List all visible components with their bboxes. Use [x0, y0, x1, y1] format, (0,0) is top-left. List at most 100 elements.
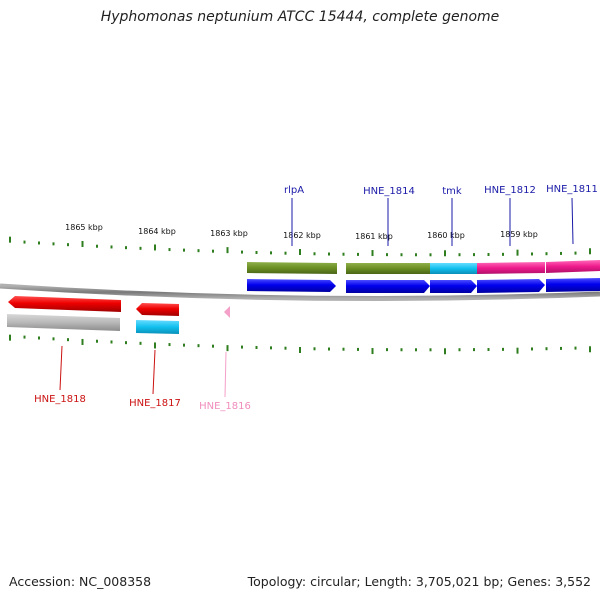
gene-HNE_1812[interactable]: [477, 279, 545, 293]
gene-label-HNE_1812[interactable]: HNE_1812: [484, 185, 536, 196]
major-tick: [299, 347, 301, 353]
minor-tick: [487, 253, 490, 257]
gene-label-HNE_1814[interactable]: HNE_1814: [363, 186, 415, 197]
kbp-label: 1863 kbp: [210, 229, 248, 238]
minor-tick: [23, 240, 26, 244]
minor-tick: [125, 246, 127, 250]
minor-tick: [255, 345, 258, 349]
minor-tick: [545, 252, 548, 256]
cyan-feature[interactable]: [136, 320, 179, 334]
lower-scale-ticks: [9, 334, 591, 355]
minor-tick: [531, 347, 533, 351]
label-leader-line: [571, 197, 574, 245]
minor-tick: [67, 243, 69, 247]
minor-tick: [183, 343, 185, 347]
olive-feature[interactable]: [346, 263, 430, 274]
label-leader-line: [224, 351, 227, 398]
minor-tick: [139, 246, 142, 250]
topology-text: Topology: circular; Length: 3,705,021 bp…: [247, 574, 591, 589]
minor-tick: [386, 253, 388, 257]
minor-tick: [139, 341, 142, 345]
minor-tick: [212, 249, 214, 253]
gene-tmk[interactable]: [430, 280, 477, 293]
minor-tick: [96, 244, 98, 248]
minor-tick: [429, 253, 432, 257]
major-tick: [81, 338, 84, 345]
minor-tick: [342, 252, 345, 256]
minor-tick: [473, 253, 475, 257]
gene-rlpA[interactable]: [247, 279, 336, 292]
kbp-label: 1862 kbp: [283, 231, 321, 240]
gene-label-HNE_1818[interactable]: HNE_1818: [34, 394, 86, 405]
minor-tick: [357, 347, 359, 351]
minor-tick: [183, 248, 185, 252]
gene-label-tmk[interactable]: tmk: [442, 186, 462, 197]
major-tick: [226, 247, 229, 254]
major-tick: [299, 249, 301, 255]
minor-tick: [52, 242, 55, 246]
minor-tick: [313, 347, 316, 351]
major-tick: [371, 348, 374, 355]
map-title: Hyphomonas neptunium ATCC 15444, complet…: [100, 9, 500, 25]
minor-tick: [270, 251, 272, 255]
minor-tick: [502, 252, 504, 256]
forward-gene-track: [247, 278, 600, 293]
minor-tick: [110, 245, 113, 249]
gene-HNE_1814[interactable]: [346, 280, 430, 293]
minor-tick: [458, 348, 461, 352]
upper-feature-track: [247, 260, 600, 274]
minor-tick: [212, 344, 214, 348]
minor-tick: [574, 251, 577, 255]
minor-tick: [473, 348, 475, 352]
minor-tick: [400, 253, 403, 257]
major-tick: [371, 250, 374, 257]
major-tick: [444, 348, 446, 355]
minor-tick: [197, 249, 200, 253]
minor-tick: [328, 252, 330, 256]
minor-tick: [502, 347, 504, 351]
minor-tick: [241, 345, 243, 349]
minor-tick: [386, 348, 388, 352]
gene-label-HNE_1811[interactable]: HNE_1811: [546, 184, 598, 195]
upper-scale-ticks: [9, 236, 591, 257]
minor-tick: [67, 338, 69, 342]
gene-label-rlpA[interactable]: rlpA: [284, 185, 304, 196]
gene-HNE_1816[interactable]: [224, 306, 230, 318]
major-tick: [81, 240, 84, 247]
olive-feature[interactable]: [247, 262, 337, 274]
gene-HNE_1811[interactable]: [546, 278, 600, 292]
minor-tick: [531, 252, 533, 256]
gene-label-HNE_1816[interactable]: HNE_1816: [199, 401, 251, 412]
minor-tick: [270, 346, 272, 350]
minor-tick: [241, 250, 243, 254]
major-tick: [226, 345, 229, 352]
minor-tick: [328, 347, 330, 351]
kbp-label: 1865 kbp: [65, 223, 103, 232]
kbp-label: 1861 kbp: [355, 232, 393, 241]
genome-backbone: [0, 283, 600, 301]
kbp-label: 1864 kbp: [138, 227, 176, 236]
magenta-feature[interactable]: [477, 262, 545, 274]
magenta-feature[interactable]: [546, 260, 600, 273]
major-tick: [516, 249, 519, 256]
gene-HNE_1817[interactable]: [136, 303, 179, 316]
gray-feature[interactable]: [7, 314, 120, 331]
minor-tick: [255, 250, 258, 254]
label-leader-line: [152, 349, 156, 395]
minor-tick: [52, 337, 55, 341]
minor-tick: [168, 343, 171, 347]
gene-label-HNE_1817[interactable]: HNE_1817: [129, 398, 181, 409]
minor-tick: [415, 348, 417, 352]
minor-tick: [38, 336, 40, 340]
major-tick: [9, 236, 11, 243]
minor-tick: [574, 346, 577, 350]
major-tick: [589, 346, 591, 353]
minor-tick: [545, 347, 548, 351]
cyan-feature[interactable]: [430, 263, 477, 274]
minor-tick: [197, 344, 200, 348]
label-leader-line: [59, 345, 63, 391]
gene-HNE_1818[interactable]: [8, 296, 121, 312]
kbp-label: 1859 kbp: [500, 230, 538, 239]
